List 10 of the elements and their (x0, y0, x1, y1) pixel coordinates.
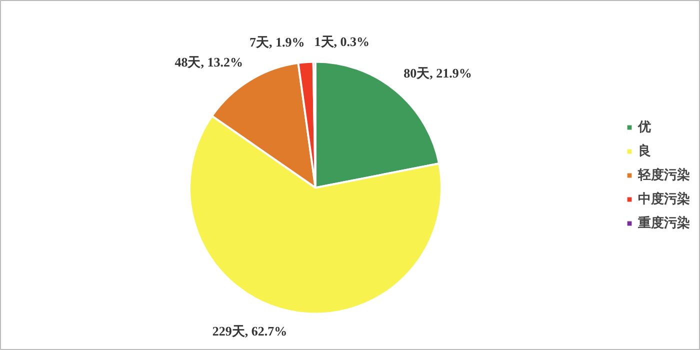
data-label: 229天, 62.7% (212, 323, 288, 338)
legend-label: 轻度污染 (638, 166, 690, 184)
legend-label: 重度污染 (638, 214, 690, 232)
data-label: 48天, 13.2% (174, 54, 243, 70)
data-label: 7天, 1.9% (250, 34, 305, 50)
legend-label: 中度污染 (638, 190, 690, 208)
data-label: 1天, 0.3% (314, 34, 370, 50)
legend-label: 良 (638, 142, 652, 160)
legend-label: 优 (638, 118, 652, 136)
data-label: 80天, 21.9% (404, 66, 472, 81)
